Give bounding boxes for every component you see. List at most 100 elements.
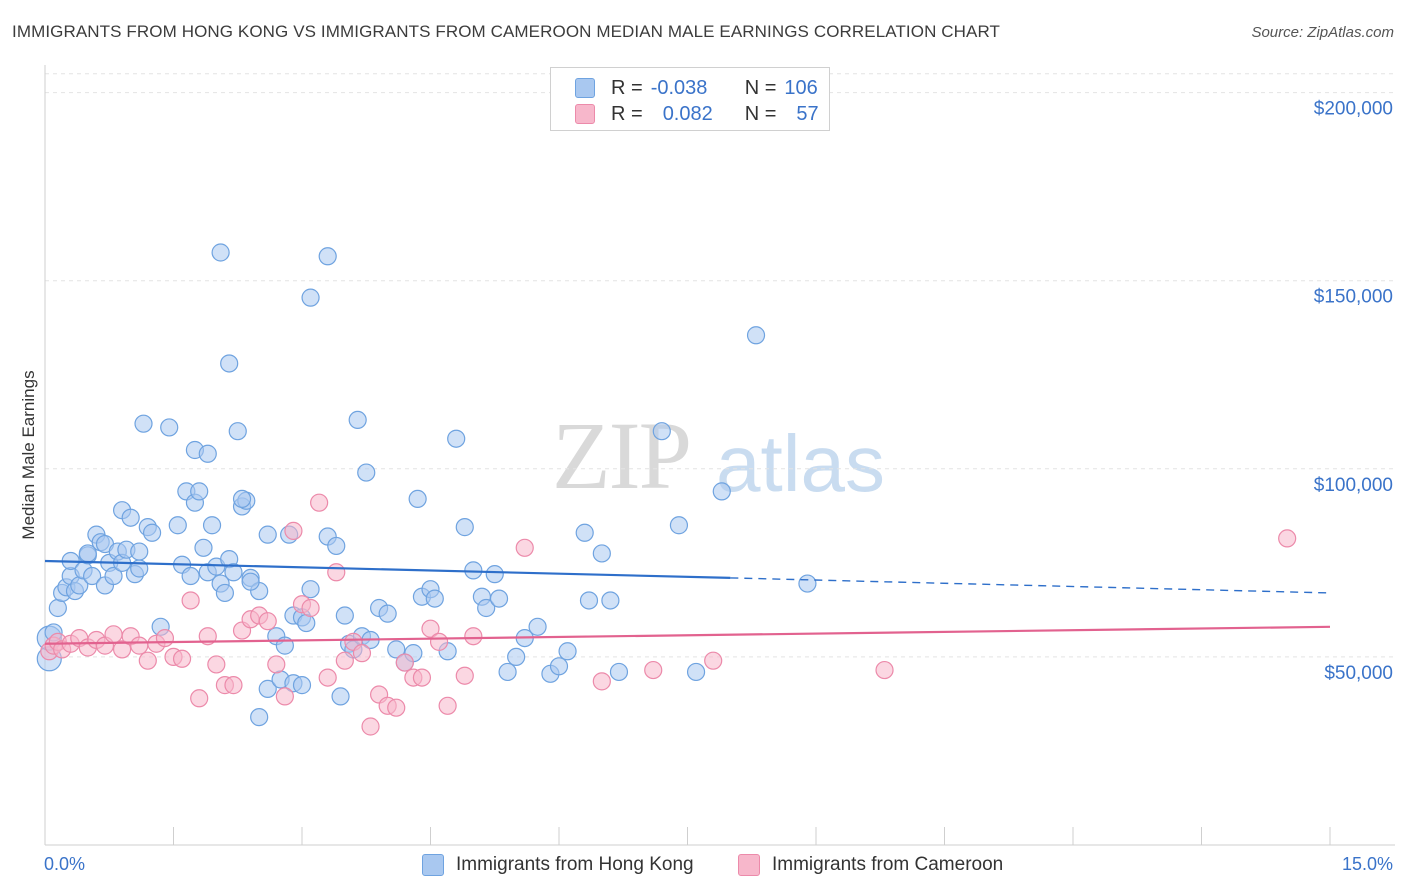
point-hong-kong	[215, 583, 234, 603]
point-hong-kong	[292, 676, 312, 695]
legend-r-value: 0.082	[662, 102, 713, 125]
point-cameroon	[704, 651, 723, 670]
point-cameroon	[284, 521, 303, 540]
point-hong-kong	[104, 566, 123, 586]
point-cameroon	[464, 627, 483, 646]
point-cameroon	[875, 660, 894, 680]
point-hong-kong	[160, 418, 179, 437]
legend-r-label: R =	[611, 102, 643, 125]
x-tick-label-min: 0.0%	[44, 854, 85, 874]
point-cameroon	[190, 689, 209, 708]
point-hong-kong	[327, 536, 346, 556]
point-cameroon	[455, 666, 474, 685]
point-hong-kong	[250, 707, 269, 727]
point-hong-kong	[485, 565, 504, 584]
point-hong-kong	[558, 642, 577, 661]
point-hong-kong	[224, 563, 243, 582]
point-cameroon	[429, 632, 449, 651]
point-cameroon	[130, 636, 149, 655]
point-hong-kong	[798, 574, 817, 593]
point-hong-kong	[447, 429, 466, 448]
point-hong-kong	[746, 326, 766, 345]
point-cameroon	[395, 653, 414, 672]
point-hong-kong	[387, 640, 406, 659]
point-cameroon	[104, 625, 123, 644]
trend-line-hong-kong	[44, 559, 731, 580]
bottom-legend-hong-kong: Immigrants from Hong Kong	[422, 852, 694, 878]
point-hong-kong	[455, 518, 474, 537]
trend-line-hong-kong-extension	[730, 577, 1331, 594]
point-hong-kong	[297, 613, 316, 633]
axis-labels: $50,000 $100,000 $150,000 $200,000 0.0% 15.0%…	[19, 99, 1393, 874]
watermark-zip: ZIP	[552, 402, 692, 509]
point-cameroon	[644, 660, 663, 680]
bottom-legend-swatch-cameroon	[738, 854, 760, 876]
point-cameroon	[310, 493, 329, 512]
point-hong-kong	[142, 523, 162, 542]
point-cameroon	[1278, 529, 1297, 548]
point-hong-kong	[507, 647, 526, 667]
source-credit: Source: ZipAtlas.com	[1251, 24, 1394, 41]
y-tick-label: $200,000	[1314, 99, 1393, 120]
legend-r-label: R =	[611, 76, 643, 99]
point-hong-kong	[335, 606, 354, 625]
point-hong-kong	[301, 580, 320, 599]
legend-n-label: N =	[744, 102, 777, 125]
trend-line-cameroon	[44, 625, 1331, 645]
point-hong-kong	[498, 662, 517, 682]
point-hong-kong	[211, 243, 230, 262]
point-cameroon	[421, 619, 440, 638]
point-hong-kong	[425, 589, 444, 608]
point-hong-kong	[601, 591, 620, 610]
point-hong-kong	[549, 657, 569, 676]
point-hong-kong	[609, 662, 629, 682]
point-hong-kong	[408, 489, 427, 509]
point-hong-kong	[712, 482, 731, 501]
point-hong-kong	[528, 617, 547, 636]
point-cameroon	[318, 668, 337, 687]
point-hong-kong	[48, 598, 67, 618]
watermark-atlas: atlas	[716, 419, 885, 508]
point-cameroon	[438, 696, 457, 715]
point-cameroon	[361, 717, 380, 736]
point-cameroon	[275, 687, 294, 706]
point-hong-kong	[130, 542, 149, 561]
point-cameroon	[301, 598, 320, 618]
bottom-legend-cameroon: Immigrants from Cameroon	[738, 852, 1003, 878]
point-hong-kong	[232, 489, 252, 509]
legend-swatch-hong-kong	[575, 78, 595, 98]
legend-n-value: 106	[784, 76, 818, 99]
legend-r-value: -0.038	[650, 76, 708, 99]
point-cameroon	[258, 612, 277, 631]
legend-swatch-cameroon	[575, 104, 595, 124]
point-hong-kong	[241, 572, 260, 591]
point-hong-kong	[134, 414, 153, 433]
point-hong-kong	[489, 589, 509, 608]
point-cameroon	[327, 563, 346, 582]
y-tick-label: $100,000	[1314, 475, 1393, 496]
point-hong-kong	[202, 516, 222, 535]
point-hong-kong	[181, 566, 200, 586]
y-tick-label: $150,000	[1314, 287, 1393, 308]
point-hong-kong	[228, 422, 247, 441]
point-hong-kong	[592, 544, 611, 563]
legend-row-hong-kong: R = -0.038 N = 106	[575, 76, 818, 100]
correlation-legend: R = -0.038 N = 106 R = 0.082 N = 57	[550, 67, 830, 131]
point-cameroon	[352, 644, 372, 663]
point-hong-kong	[669, 516, 689, 535]
point-cameroon	[335, 651, 354, 670]
bottom-legend-swatch-hong-kong	[422, 854, 444, 876]
point-hong-kong	[331, 687, 350, 706]
trend-lines	[44, 559, 1331, 645]
y-tick-label: $50,000	[1324, 663, 1393, 684]
axes	[44, 65, 1395, 846]
legend-n-label: N =	[744, 76, 777, 99]
point-hong-kong	[575, 523, 594, 542]
point-hong-kong	[168, 516, 187, 535]
point-hong-kong	[652, 422, 671, 441]
point-hong-kong	[686, 662, 706, 682]
point-hong-kong	[83, 566, 102, 586]
point-hong-kong	[579, 591, 599, 610]
chart-title: IMMIGRANTS FROM HONG KONG VS IMMIGRANTS …	[12, 22, 1001, 41]
